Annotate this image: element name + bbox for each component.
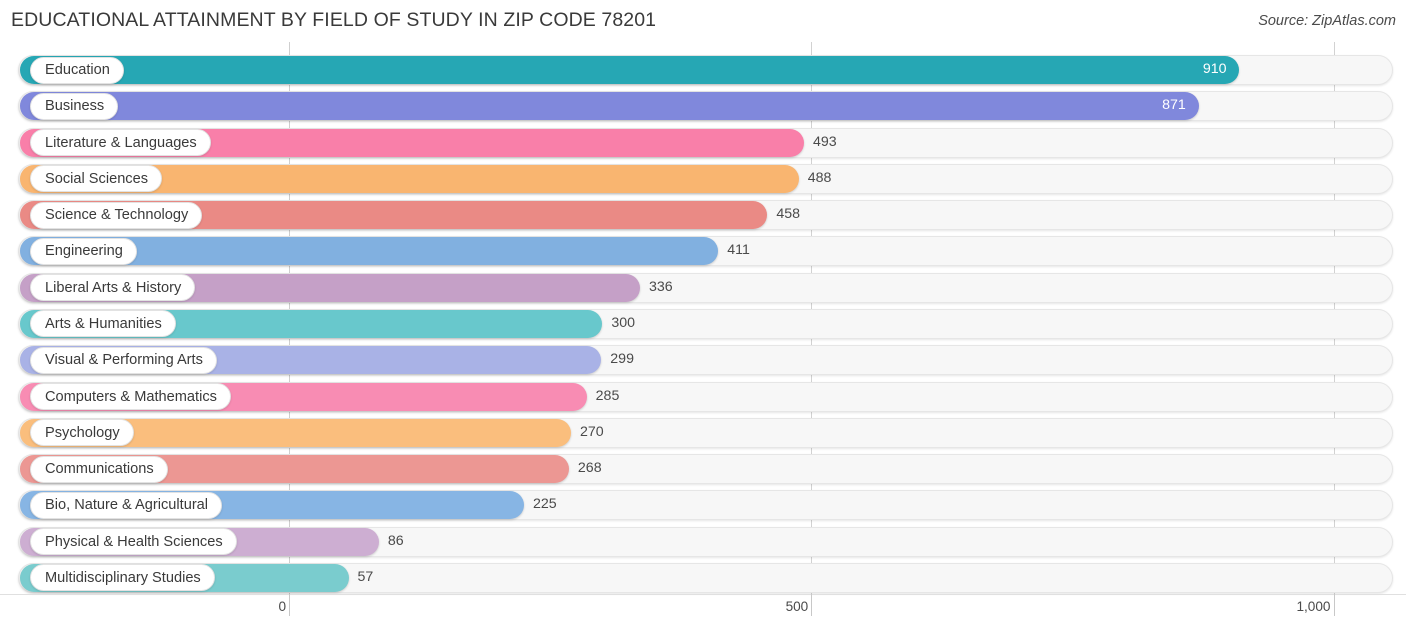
bar-row[interactable]: Physical & Health Sciences 86 — [0, 526, 1406, 557]
bar[interactable] — [20, 56, 1240, 84]
bar-category-text: Visual & Performing Arts — [45, 352, 203, 369]
bar-category-label: Psychology — [30, 419, 134, 447]
bar-row[interactable]: Business 871 — [0, 91, 1406, 122]
bar-category-text: Science & Technology — [45, 207, 189, 224]
x-axis-line — [0, 594, 1406, 595]
bar-row[interactable]: Education 910 — [0, 55, 1406, 85]
chart-header: EDUCATIONAL ATTAINMENT BY FIELD OF STUDY… — [0, 0, 1406, 42]
bar-category-label: Bio, Nature & Agricultural — [30, 491, 223, 519]
bar-value-label: 268 — [577, 460, 602, 477]
bar-category-label: Computers & Mathematics — [30, 383, 231, 411]
bar-category-text: Bio, Nature & Agricultural — [45, 497, 209, 514]
bar-value-label: 285 — [595, 387, 620, 404]
x-axis-tick-mark — [811, 594, 813, 616]
bar-value-label: 57 — [357, 568, 374, 585]
bar-category-label: Multidisciplinary Studies — [30, 564, 215, 592]
bar-row[interactable]: Social Sciences 488 — [0, 163, 1406, 194]
bar-category-text: Literature & Languages — [45, 134, 197, 151]
bar-value-label: 910 — [1202, 61, 1227, 77]
bar-category-label: Engineering — [30, 237, 137, 265]
bar-row[interactable]: Liberal Arts & History 336 — [0, 272, 1406, 303]
bar-row[interactable]: Literature & Languages 493 — [0, 127, 1406, 158]
bar-row[interactable]: Psychology 270 — [0, 417, 1406, 448]
bar-category-label: Social Sciences — [30, 165, 163, 193]
bar[interactable] — [20, 92, 1199, 121]
bar-category-text: Education — [45, 62, 110, 78]
chart-plot-area: Education 910 Business 871 Literature & Lang… — [0, 42, 1406, 594]
bar-value-label: 458 — [776, 206, 801, 223]
bar-value-label: 299 — [610, 351, 634, 368]
bar-value-label: 871 — [1162, 97, 1186, 114]
bar-category-label: Physical & Health Sciences — [30, 528, 237, 556]
bar-category-text: Physical & Health Sciences — [45, 533, 223, 550]
x-axis-tick-label: 500 — [785, 599, 809, 614]
bar-row[interactable]: Computers & Mathematics 285 — [0, 381, 1406, 412]
bar-category-label: Science & Technology — [30, 201, 203, 229]
bar-row[interactable]: Arts & Humanities 300 — [0, 308, 1406, 339]
bar-category-text: Communications — [45, 461, 154, 478]
bar-category-text: Computers & Mathematics — [45, 388, 217, 405]
bar-value-label: 300 — [611, 314, 636, 331]
bar-category-label: Liberal Arts & History — [30, 274, 196, 302]
bar-row[interactable]: Engineering 411 — [0, 236, 1406, 267]
bar-category-text: Social Sciences — [45, 170, 149, 187]
bar-value-label: 270 — [580, 423, 604, 440]
bar-value-label: 488 — [807, 169, 832, 186]
bar-category-label: Visual & Performing Arts — [30, 346, 217, 374]
bar-category-text: Psychology — [45, 424, 120, 441]
bar-category-text: Liberal Arts & History — [45, 279, 182, 296]
x-axis-tick-mark — [1333, 594, 1335, 616]
bar-category-label: Business — [30, 92, 119, 120]
x-axis-tick-label: 0 — [278, 599, 286, 614]
bar-row[interactable]: Communications 268 — [0, 454, 1406, 485]
bar-row[interactable]: Science & Technology 458 — [0, 200, 1406, 231]
bar-value-label: 411 — [727, 242, 750, 259]
bar-category-text: Business — [45, 98, 105, 115]
bar-row[interactable]: Bio, Nature & Agricultural 225 — [0, 490, 1406, 521]
bar-category-label: Communications — [30, 455, 168, 483]
bar-category-label: Arts & Humanities — [30, 310, 176, 338]
x-axis: 0 500 1,000 — [0, 594, 1406, 631]
bar-category-text: Engineering — [45, 243, 123, 260]
bar-category-label: Literature & Languages — [30, 129, 211, 157]
bar-row[interactable]: Visual & Performing Arts 299 — [0, 345, 1406, 376]
bar-category-text: Arts & Humanities — [45, 315, 162, 332]
bar-category-text: Multidisciplinary Studies — [45, 569, 201, 586]
bar-row[interactable]: Multidisciplinary Studies 57 — [0, 562, 1406, 593]
bar-category-label: Education — [30, 56, 124, 84]
bar-value-label: 225 — [533, 496, 557, 513]
bar-value-label: 336 — [648, 278, 673, 295]
x-axis-tick-mark — [289, 594, 290, 616]
x-axis-tick-label: 1,000 — [1296, 599, 1331, 614]
source-attribution: Source: ZipAtlas.com — [1258, 13, 1396, 29]
bar-value-label: 493 — [812, 133, 837, 150]
page-title: EDUCATIONAL ATTAINMENT BY FIELD OF STUDY… — [11, 9, 657, 31]
bar-value-label: 86 — [387, 532, 404, 549]
